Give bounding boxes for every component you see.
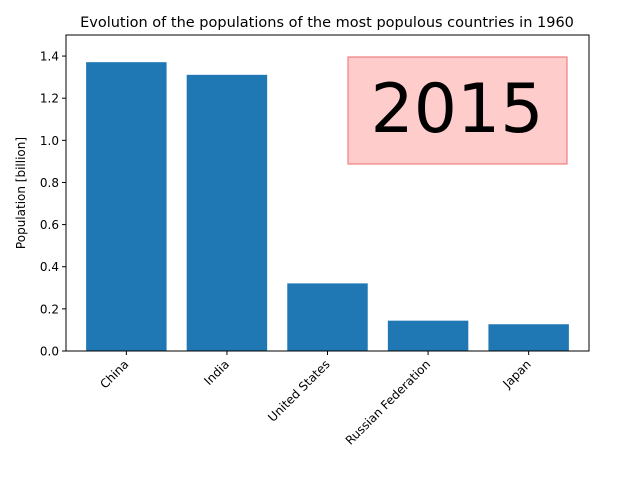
x-tick-label: Russian Federation (343, 357, 433, 447)
x-tick-label: Japan (499, 357, 533, 391)
y-tick-label: 1.4 (40, 50, 59, 64)
year-annotation-box (347, 56, 568, 165)
y-tick-label: 0.2 (40, 302, 59, 316)
bar-china (86, 62, 167, 352)
chart-title: Evolution of the populations of the most… (80, 15, 574, 31)
y-tick-label: 0.4 (40, 260, 59, 274)
bar-russian-federation (387, 320, 469, 351)
bar-japan (488, 324, 569, 351)
x-tick-label: India (201, 357, 232, 388)
year-annotation-text: 2015 (370, 70, 543, 149)
y-tick-label: 0.8 (40, 176, 59, 190)
bar-united-states (287, 283, 368, 351)
y-tick-label: 1.2 (40, 92, 59, 106)
y-tick-label: 0.0 (40, 345, 59, 359)
y-tick-label: 1.0 (40, 134, 59, 148)
x-tick-label: United States (265, 357, 332, 424)
year-annotation: 2015 (347, 56, 568, 165)
y-axis-label: Population [billion] (14, 137, 28, 249)
y-tick-label: 0.6 (40, 218, 59, 232)
x-tick-label: China (97, 357, 131, 391)
bar-india (186, 74, 268, 351)
